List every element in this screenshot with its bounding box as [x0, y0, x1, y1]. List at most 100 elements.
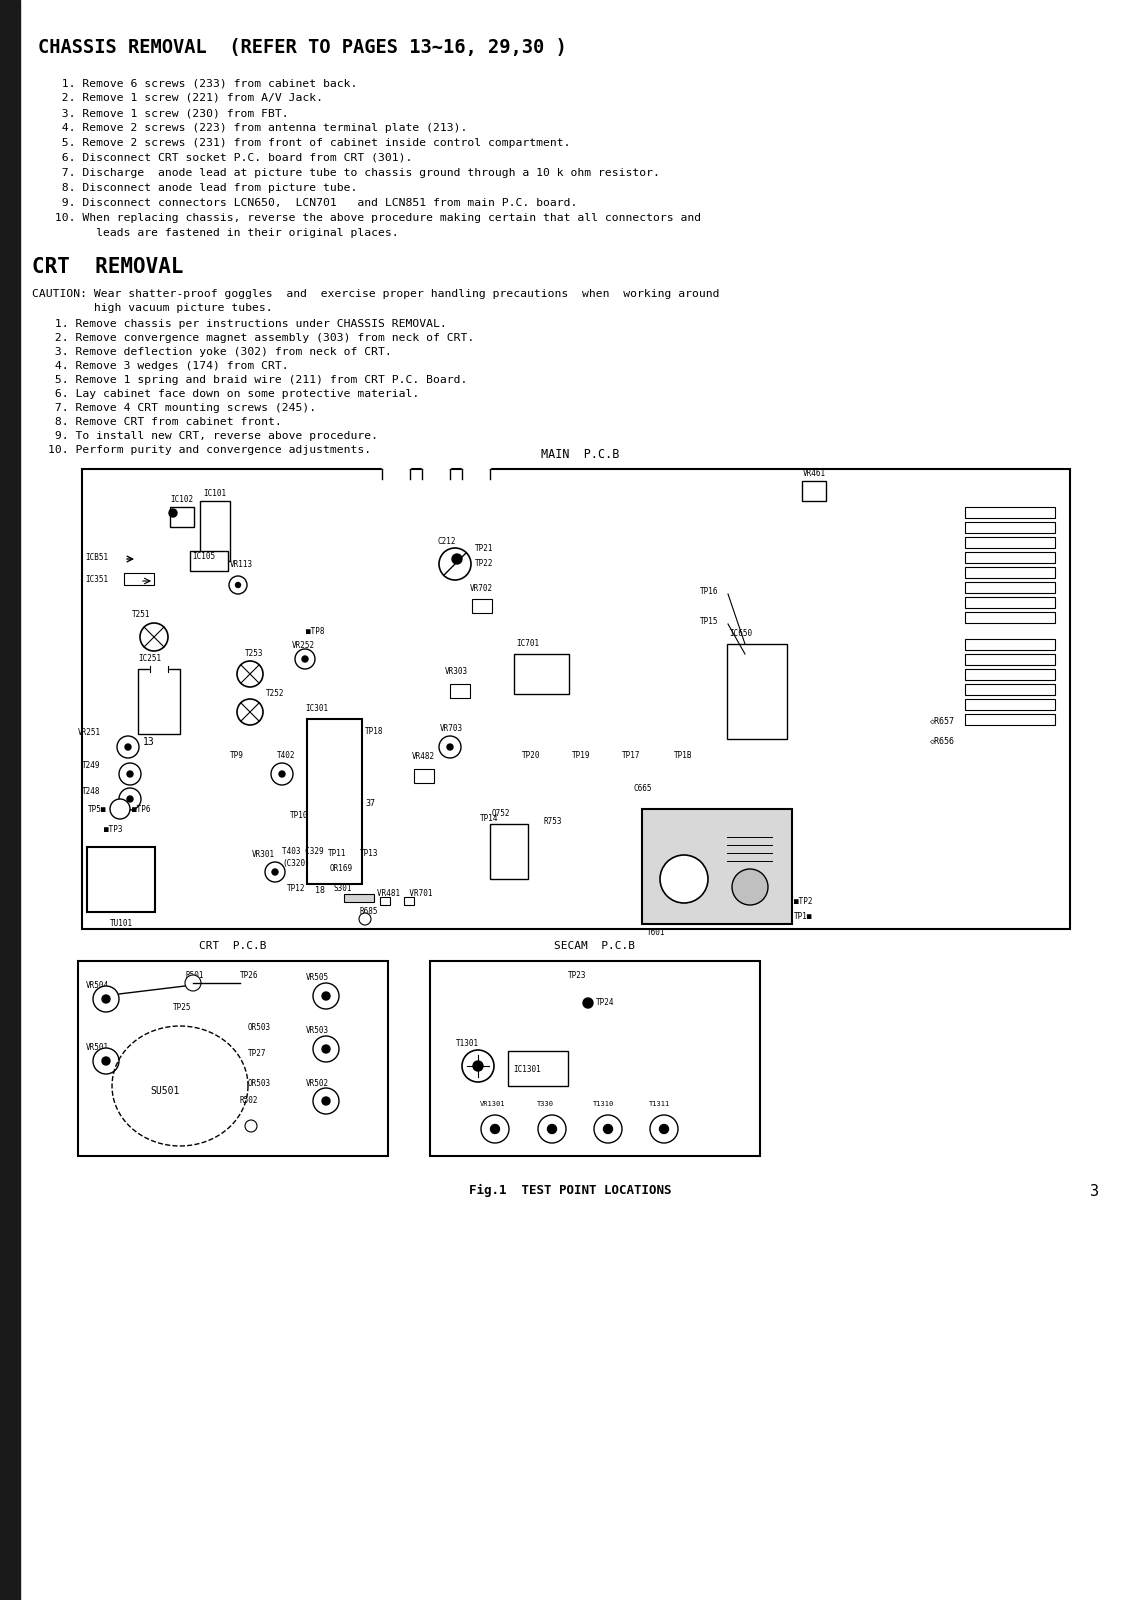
Text: CRT  P.C.B: CRT P.C.B [199, 941, 267, 950]
Text: 5. Remove 2 screws (231) from front of cabinet inside control compartment.: 5. Remove 2 screws (231) from front of c… [48, 138, 570, 149]
Bar [965, 566, 1055, 578]
Text: VR505: VR505 [307, 973, 329, 982]
Text: T1311: T1311 [649, 1101, 671, 1107]
Text: 6. Disconnect CRT socket P.C. board from CRT (301).: 6. Disconnect CRT socket P.C. board from… [48, 154, 413, 163]
Circle shape [102, 1058, 110, 1066]
Circle shape [439, 736, 461, 758]
Circle shape [604, 1125, 613, 1133]
Text: 10. Perform purity and convergence adjustments.: 10. Perform purity and convergence adjus… [48, 445, 371, 454]
Circle shape [271, 763, 293, 786]
Text: 2. Remove 1 screw (221) from A/V Jack.: 2. Remove 1 screw (221) from A/V Jack. [48, 93, 323, 102]
Text: 37: 37 [365, 800, 375, 808]
Text: TP5■: TP5■ [88, 805, 106, 814]
Text: IC105: IC105 [192, 552, 215, 562]
Bar [965, 638, 1055, 650]
Text: TP19: TP19 [572, 750, 590, 760]
Text: T1301: T1301 [456, 1038, 480, 1048]
Circle shape [322, 1098, 330, 1106]
Text: ICB51: ICB51 [85, 552, 109, 562]
Text: 3. Remove deflection yoke (302) from neck of CRT.: 3. Remove deflection yoke (302) from nec… [48, 347, 391, 357]
Text: T402: T402 [277, 750, 295, 760]
Circle shape [322, 992, 330, 1000]
Text: Fig.1  TEST POINT LOCATIONS: Fig.1 TEST POINT LOCATIONS [468, 1184, 672, 1197]
Text: IC101: IC101 [204, 490, 226, 498]
Circle shape [110, 798, 130, 819]
Bar [414, 770, 434, 782]
Text: VR1301: VR1301 [480, 1101, 506, 1107]
Text: TP18: TP18 [365, 726, 383, 736]
Circle shape [228, 576, 247, 594]
Text: IC102: IC102 [171, 494, 193, 504]
Text: T249: T249 [83, 762, 101, 771]
Circle shape [265, 862, 285, 882]
Text: MAIN  P.C.B: MAIN P.C.B [541, 448, 619, 461]
Text: VR703: VR703 [440, 723, 463, 733]
Circle shape [235, 582, 241, 587]
Text: 18: 18 [316, 886, 325, 894]
Bar [190, 550, 228, 571]
Text: 1. Remove 6 screws (233) from cabinet back.: 1. Remove 6 screws (233) from cabinet ba… [48, 78, 357, 88]
Text: T253: T253 [245, 650, 264, 658]
Circle shape [127, 795, 133, 802]
Text: IC301: IC301 [305, 704, 328, 714]
Text: 3. Remove 1 screw (230) from FBT.: 3. Remove 1 screw (230) from FBT. [48, 109, 288, 118]
Circle shape [594, 1115, 622, 1142]
Text: VR252: VR252 [292, 642, 316, 650]
Text: 5. Remove 1 spring and braid wire (211) from CRT P.C. Board.: 5. Remove 1 spring and braid wire (211) … [48, 374, 467, 386]
Text: IC1301: IC1301 [513, 1064, 541, 1074]
Circle shape [238, 699, 264, 725]
Text: 4. Remove 3 wedges (174) from CRT.: 4. Remove 3 wedges (174) from CRT. [48, 362, 288, 371]
Text: VR504: VR504 [86, 981, 109, 990]
Text: ■TP2: ■TP2 [794, 898, 812, 906]
Text: 10. When replacing chassis, reverse the above procedure making certain that all : 10. When replacing chassis, reverse the … [48, 213, 701, 222]
Circle shape [302, 656, 308, 662]
Text: 1. Remove chassis per instructions under CHASSIS REMOVAL.: 1. Remove chassis per instructions under… [48, 318, 447, 330]
Text: R685: R685 [360, 907, 379, 915]
Circle shape [119, 787, 141, 810]
Circle shape [650, 1115, 677, 1142]
Text: T403 C329: T403 C329 [282, 846, 323, 856]
Text: ■TP8: ■TP8 [307, 627, 325, 635]
Text: SECAM  P.C.B: SECAM P.C.B [554, 941, 636, 950]
Circle shape [461, 1050, 494, 1082]
Bar [965, 699, 1055, 710]
Circle shape [547, 1125, 556, 1133]
Text: TP21: TP21 [475, 544, 493, 554]
Text: leads are fastened in their original places.: leads are fastened in their original pla… [48, 227, 398, 238]
Text: TP24: TP24 [596, 998, 614, 1006]
Text: TP1■: TP1■ [794, 912, 812, 922]
Text: TP26: TP26 [240, 971, 259, 979]
Bar [727, 643, 787, 739]
Circle shape [359, 914, 371, 925]
Circle shape [279, 771, 285, 778]
Text: CAUTION: Wear shatter-proof goggles  and  exercise proper handling precautions  : CAUTION: Wear shatter-proof goggles and … [32, 290, 719, 299]
Bar [965, 669, 1055, 680]
Bar [344, 894, 374, 902]
Bar [382, 467, 411, 478]
Bar [490, 824, 528, 878]
Circle shape [140, 622, 169, 651]
Text: IC701: IC701 [516, 638, 539, 648]
Text: R501: R501 [185, 971, 204, 979]
Bar [138, 669, 180, 734]
Text: TP9: TP9 [230, 750, 244, 760]
Circle shape [313, 982, 339, 1010]
Text: OR503: OR503 [248, 1022, 271, 1032]
Text: 6. Lay cabinet face down on some protective material.: 6. Lay cabinet face down on some protect… [48, 389, 420, 398]
Text: TP20: TP20 [523, 750, 541, 760]
Text: 7. Discharge  anode lead at picture tube to chassis ground through a 10 k ohm re: 7. Discharge anode lead at picture tube … [48, 168, 659, 178]
Bar [965, 611, 1055, 622]
Text: S301: S301 [334, 883, 353, 893]
Text: IC351: IC351 [85, 574, 109, 584]
Circle shape [732, 869, 768, 906]
Text: 13: 13 [143, 738, 155, 747]
Text: 4. Remove 2 screws (223) from antenna terminal plate (213).: 4. Remove 2 screws (223) from antenna te… [48, 123, 467, 133]
Text: TP25: TP25 [173, 1003, 191, 1013]
Text: VR303: VR303 [444, 667, 468, 675]
Text: CHASSIS REMOVAL  (REFER TO PAGES 13~16, 29,30 ): CHASSIS REMOVAL (REFER TO PAGES 13~16, 2… [38, 38, 567, 58]
Circle shape [245, 1120, 257, 1133]
Text: TP11: TP11 [328, 850, 346, 858]
Text: TU101: TU101 [110, 918, 132, 928]
Circle shape [439, 547, 470, 579]
Text: ■TP3: ■TP3 [104, 826, 122, 834]
